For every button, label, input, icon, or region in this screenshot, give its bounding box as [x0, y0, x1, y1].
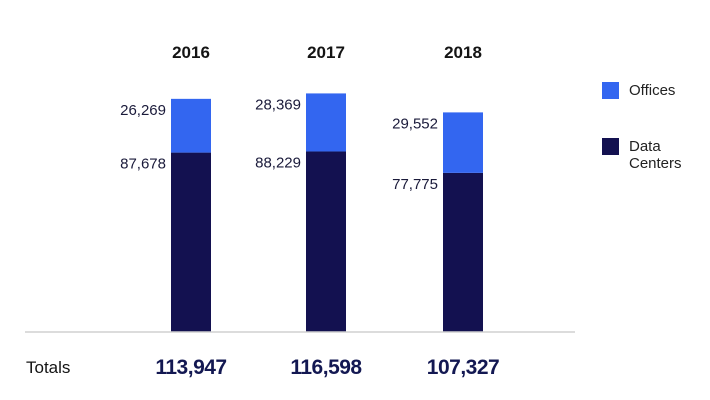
total-label-2018: 107,327 [427, 356, 499, 379]
totals-group: 113,947 116,598 107,327 [155, 356, 499, 379]
bar-data-centers-2016 [171, 152, 211, 332]
value-label-data-centers-2018: 77,775 [392, 176, 438, 193]
value-labels-group: 87,678 26,269 88,229 28,369 77,775 29,552 [120, 96, 438, 192]
bars-group [171, 93, 483, 332]
total-label-2017: 116,598 [290, 356, 362, 379]
legend-swatch-offices [602, 82, 619, 99]
total-label-2016: 113,947 [155, 356, 226, 379]
bar-offices-2016 [171, 98, 211, 153]
year-label-2016: 2016 [172, 43, 210, 62]
totals-caption: Totals [26, 358, 70, 377]
bar-offices-2018 [443, 112, 483, 173]
value-label-offices-2017: 28,369 [255, 96, 301, 113]
year-labels-group: 2016 2017 2018 [172, 43, 482, 62]
value-label-offices-2016: 26,269 [120, 102, 166, 119]
legend-label-data-centers-line-1: Data [629, 138, 661, 155]
bar-data-centers-2017 [306, 151, 346, 332]
value-label-offices-2018: 29,552 [392, 115, 438, 132]
bar-offices-2017 [306, 93, 346, 152]
value-label-data-centers-2017: 88,229 [255, 154, 301, 171]
bar-data-centers-2018 [443, 172, 483, 332]
value-label-data-centers-2016: 87,678 [120, 156, 166, 173]
legend-swatch-data-centers [602, 138, 619, 155]
year-label-2018: 2018 [444, 43, 482, 62]
legend-label-data-centers-line-2: Centers [629, 155, 682, 172]
legend-label-offices: Offices [629, 82, 675, 99]
year-label-2017: 2017 [307, 43, 345, 62]
